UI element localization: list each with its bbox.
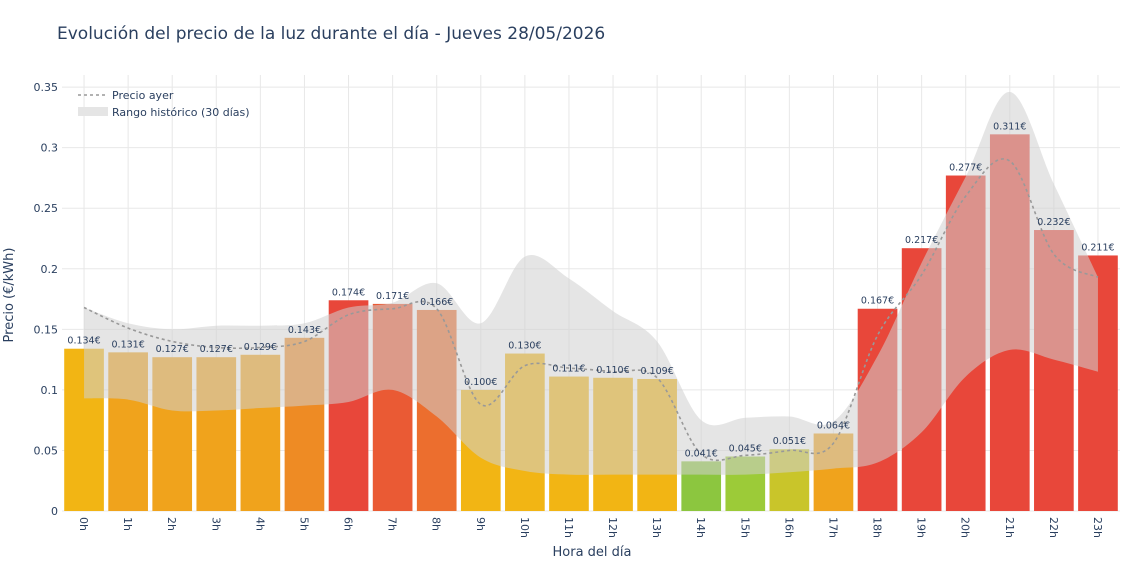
y-tick-label: 0 (51, 505, 58, 518)
bar-label-17h: 0.064€ (817, 420, 850, 431)
bar-label-2h: 0.127€ (156, 344, 189, 355)
bar-label-8h: 0.166€ (420, 297, 453, 308)
legend-range-label: Rango histórico (30 días) (112, 106, 250, 119)
x-tick-label-22h: 22h (1047, 517, 1060, 538)
historical-range-band (84, 91, 1098, 475)
x-tick-label-10h: 10h (518, 517, 531, 538)
x-tick-label-8h: 8h (430, 517, 443, 531)
x-tick-label-4h: 4h (253, 517, 266, 531)
chart-title: Evolución del precio de la luz durante e… (57, 24, 605, 44)
bar-label-11h: 0.111€ (552, 364, 585, 375)
x-tick-label-5h: 5h (297, 517, 310, 531)
legend: Precio ayer Rango histórico (30 días) (78, 89, 250, 119)
bar-label-12h: 0.110€ (596, 365, 629, 376)
x-tick-label-0h: 0h (77, 517, 90, 531)
bar-label-18h: 0.167€ (861, 296, 894, 307)
x-tick-label-12h: 12h (606, 517, 619, 538)
x-tick-label-9h: 9h (474, 517, 487, 531)
x-tick-label-6h: 6h (342, 517, 355, 531)
bar-label-3h: 0.127€ (200, 344, 233, 355)
bar-label-20h: 0.277€ (949, 163, 982, 174)
legend-item-range: Rango histórico (30 días) (78, 106, 250, 119)
x-tick-label-14h: 14h (694, 517, 707, 538)
y-tick-label: 0.2 (41, 263, 59, 276)
x-axis-ticks: 0h 1h 2h 3h 4h 5h 6h 7h 8h 9h 10h 11h 12h 13h 14h 15h 16… (77, 517, 1104, 538)
x-tick-label-21h: 21h (1003, 517, 1016, 538)
bar-label-6h: 0.174€ (332, 287, 365, 298)
bar-label-23h: 0.211€ (1081, 242, 1114, 253)
x-tick-label-13h: 13h (650, 517, 663, 538)
y-tick-label: 0.1 (41, 384, 59, 397)
y-axis-ticks: 0 0.05 0.1 0.15 0.2 0.25 0.3 0.35 (34, 81, 59, 518)
bar-label-19h: 0.217€ (905, 235, 938, 246)
bar-label-4h: 0.129€ (244, 342, 277, 353)
bar-label-7h: 0.171€ (376, 291, 409, 302)
x-tick-label-23h: 23h (1091, 517, 1104, 538)
x-tick-label-3h: 3h (209, 517, 222, 531)
bar-label-15h: 0.045€ (729, 444, 762, 455)
bar-label-22h: 0.232€ (1037, 217, 1070, 228)
legend-item-yesterday: Precio ayer (78, 89, 174, 102)
y-tick-label: 0.15 (34, 323, 59, 336)
y-tick-label: 0.3 (41, 142, 59, 155)
x-tick-label-15h: 15h (738, 517, 751, 538)
bar-label-14h: 0.041€ (685, 448, 718, 459)
bar-label-21h: 0.311€ (993, 121, 1026, 132)
historical-range-area (84, 91, 1098, 475)
bar-label-10h: 0.130€ (508, 341, 541, 352)
x-tick-label-2h: 2h (165, 517, 178, 531)
x-tick-label-7h: 7h (386, 517, 399, 531)
x-tick-label-16h: 16h (782, 517, 795, 538)
y-tick-label: 0.35 (34, 81, 59, 94)
x-tick-label-17h: 17h (826, 517, 839, 538)
x-tick-label-1h: 1h (121, 517, 134, 531)
yesterday-line (83, 158, 1099, 462)
bar-label-1h: 0.131€ (112, 339, 145, 350)
y-tick-label: 0.25 (34, 202, 59, 215)
x-tick-label-11h: 11h (562, 517, 575, 538)
bar-label-0h: 0.134€ (67, 336, 100, 347)
legend-range-swatch (78, 107, 108, 116)
bar-label-13h: 0.109€ (641, 366, 674, 377)
x-axis-title: Hora del día (553, 545, 632, 560)
legend-yesterday-label: Precio ayer (112, 89, 174, 102)
yesterday-price-line (83, 158, 1099, 462)
x-tick-label-20h: 20h (959, 517, 972, 538)
x-tick-label-19h: 19h (915, 517, 928, 538)
y-tick-label: 0.05 (34, 444, 59, 457)
bar-labels: 0.134€ 0.131€ 0.127€ 0.127€ 0.129€ 0.143€ 0.17… (67, 121, 1114, 459)
bar-label-5h: 0.143€ (288, 325, 321, 336)
bar-label-16h: 0.051€ (773, 436, 806, 447)
y-axis-title: Precio (€/kWh) (2, 248, 17, 343)
x-tick-label-18h: 18h (871, 517, 884, 538)
bar-label-9h: 0.100€ (464, 377, 497, 388)
